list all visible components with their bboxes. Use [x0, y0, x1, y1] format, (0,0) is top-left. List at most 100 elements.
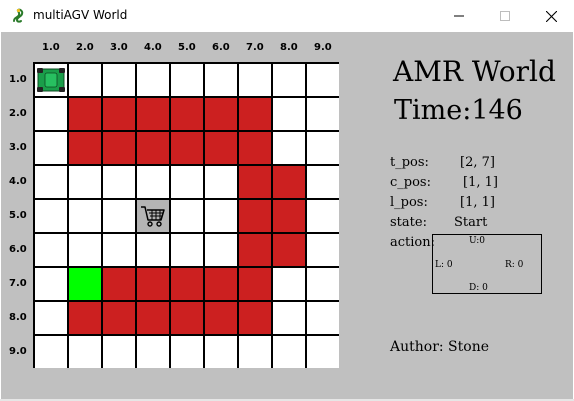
window-bottom-edge [0, 399, 574, 401]
panel-heading: AMR World [393, 55, 556, 88]
free-cell [137, 234, 169, 266]
agv-cell [35, 64, 67, 96]
obstacle-cell [239, 268, 271, 300]
obstacle-cell [239, 132, 271, 164]
free-cell [205, 336, 237, 368]
free-cell [35, 234, 67, 266]
minimize-icon [454, 15, 464, 17]
window-title: multiAGV World [33, 8, 128, 22]
obstacle-cell [171, 98, 203, 130]
action-right-value: R: 0 [505, 260, 524, 270]
close-icon [545, 10, 557, 22]
warehouse-grid[interactable] [33, 62, 339, 368]
t-pos-value: [2, 7] [460, 155, 495, 170]
obstacle-cell [239, 234, 271, 266]
row-label: 2.0 [9, 108, 27, 119]
free-cell [35, 336, 67, 368]
row-label: 1.0 [9, 74, 27, 85]
free-cell [307, 234, 339, 266]
free-cell [273, 336, 305, 368]
minimize-button[interactable] [436, 0, 482, 32]
close-button[interactable] [528, 0, 574, 32]
free-cell [205, 200, 237, 232]
obstacle-cell [239, 166, 271, 198]
free-cell [103, 336, 135, 368]
obstacle-cell [137, 132, 169, 164]
state-value: Start [454, 215, 488, 230]
obstacle-cell [103, 268, 135, 300]
free-cell [35, 166, 67, 198]
free-cell [273, 302, 305, 334]
goal-cell [69, 268, 101, 300]
obstacle-cell [103, 302, 135, 334]
title-bar[interactable]: multiAGV World [0, 0, 574, 32]
free-cell [69, 166, 101, 198]
column-label: 8.0 [280, 42, 298, 53]
free-cell [171, 166, 203, 198]
t-pos-label: t_pos: [390, 155, 429, 170]
action-up-value: U:0 [469, 236, 486, 246]
free-cell [239, 64, 271, 96]
free-cell [307, 132, 339, 164]
free-cell [307, 166, 339, 198]
free-cell [307, 98, 339, 130]
free-cell [273, 268, 305, 300]
column-label: 7.0 [246, 42, 264, 53]
action-left-value: L: 0 [435, 260, 453, 270]
time-readout: Time:146 [394, 95, 523, 126]
free-cell [69, 200, 101, 232]
obstacle-cell [239, 302, 271, 334]
free-cell [35, 132, 67, 164]
free-cell [307, 336, 339, 368]
action-label: action: [390, 235, 435, 250]
free-cell [205, 64, 237, 96]
free-cell [69, 234, 101, 266]
free-cell [103, 64, 135, 96]
free-cell [307, 200, 339, 232]
c-pos-label: c_pos: [390, 175, 431, 190]
free-cell [307, 64, 339, 96]
maximize-button[interactable] [482, 0, 528, 32]
row-label: 3.0 [9, 142, 27, 153]
obstacle-cell [103, 132, 135, 164]
column-label: 1.0 [42, 42, 60, 53]
free-cell [137, 336, 169, 368]
row-label: 9.0 [9, 346, 27, 357]
l-pos-value: [1, 1] [460, 195, 495, 210]
action-box: U:0 L: 0 R: 0 D: 0 [432, 234, 542, 294]
column-label: 2.0 [76, 42, 94, 53]
free-cell [307, 302, 339, 334]
free-cell [171, 200, 203, 232]
action-down-value: D: 0 [469, 283, 488, 293]
column-label: 4.0 [144, 42, 162, 53]
free-cell [103, 200, 135, 232]
cart-cell [137, 200, 169, 232]
pygame-canvas[interactable]: 1.0 2.0 3.0 4.0 5.0 6.0 7.0 8.0 9.0 1.0 2.0 3.0 4.0… [1, 32, 573, 399]
obstacle-cell [69, 98, 101, 130]
free-cell [103, 166, 135, 198]
free-cell [35, 302, 67, 334]
row-label: 7.0 [9, 278, 27, 289]
row-label: 8.0 [9, 312, 27, 323]
state-label: state: [390, 215, 427, 230]
obstacle-cell [171, 302, 203, 334]
obstacle-cell [137, 268, 169, 300]
obstacle-cell [205, 268, 237, 300]
free-cell [137, 166, 169, 198]
free-cell [35, 200, 67, 232]
free-cell [137, 64, 169, 96]
c-pos-value: [1, 1] [463, 175, 498, 190]
free-cell [273, 64, 305, 96]
free-cell [273, 98, 305, 130]
row-label: 4.0 [9, 176, 27, 187]
obstacle-cell [171, 268, 203, 300]
pygame-snake-icon [13, 8, 24, 23]
obstacle-cell [137, 98, 169, 130]
obstacle-cell [205, 132, 237, 164]
agv-robot-icon [37, 68, 65, 92]
free-cell [69, 336, 101, 368]
shopping-cart-icon [141, 206, 165, 227]
obstacle-cell [69, 132, 101, 164]
obstacle-cell [273, 200, 305, 232]
